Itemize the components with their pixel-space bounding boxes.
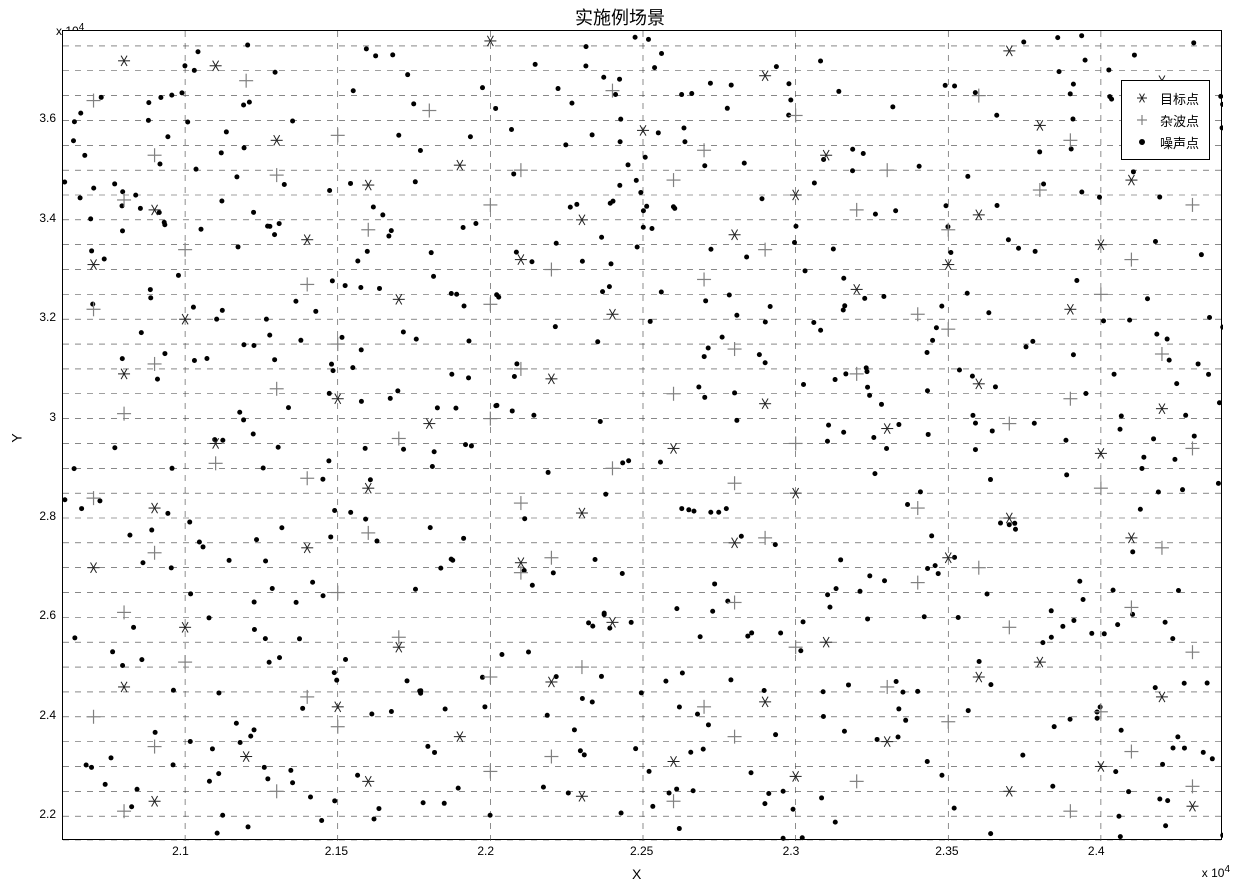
legend-marker-icon (1132, 110, 1156, 130)
x-tick-label: 2.25 (630, 844, 653, 858)
x-tick-label: 2.3 (783, 844, 800, 858)
legend-label: 杂波点 (1160, 111, 1199, 130)
legend-marker-icon (1132, 132, 1156, 152)
figure: 实施例场景 x 104 Y X x 104 目标点杂波点噪声点 2.12.152… (0, 0, 1240, 888)
x-axis-label: X (632, 866, 641, 882)
x-tick-label: 2.4 (1088, 844, 1105, 858)
y-tick-label: 2.6 (39, 608, 56, 622)
y-tick-label: 2.4 (39, 708, 56, 722)
y-tick-label: 2.2 (39, 807, 56, 821)
chart-title: 实施例场景 (0, 4, 1240, 30)
legend-item: 目标点 (1132, 87, 1199, 109)
legend-marker-icon (1132, 88, 1156, 108)
y-axis-label: Y (9, 433, 25, 442)
y-tick-label: 3.4 (39, 211, 56, 225)
plot-svg (63, 31, 1223, 841)
legend-label: 目标点 (1160, 89, 1199, 108)
y-tick-label: 3.6 (39, 111, 56, 125)
y-tick-label: 3.2 (39, 310, 56, 324)
legend-item: 噪声点 (1132, 131, 1199, 153)
y-tick-label: 2.8 (39, 509, 56, 523)
legend-label: 噪声点 (1160, 133, 1199, 152)
y-tick-label: 3 (49, 410, 56, 424)
x-axis-multiplier: x 104 (1202, 864, 1230, 880)
x-tick-label: 2.1 (172, 844, 189, 858)
x-tick-label: 2.2 (477, 844, 494, 858)
x-tick-label: 2.35 (935, 844, 958, 858)
x-tick-label: 2.15 (325, 844, 348, 858)
legend: 目标点杂波点噪声点 (1121, 80, 1210, 160)
plot-area (62, 30, 1222, 840)
legend-item: 杂波点 (1132, 109, 1199, 131)
